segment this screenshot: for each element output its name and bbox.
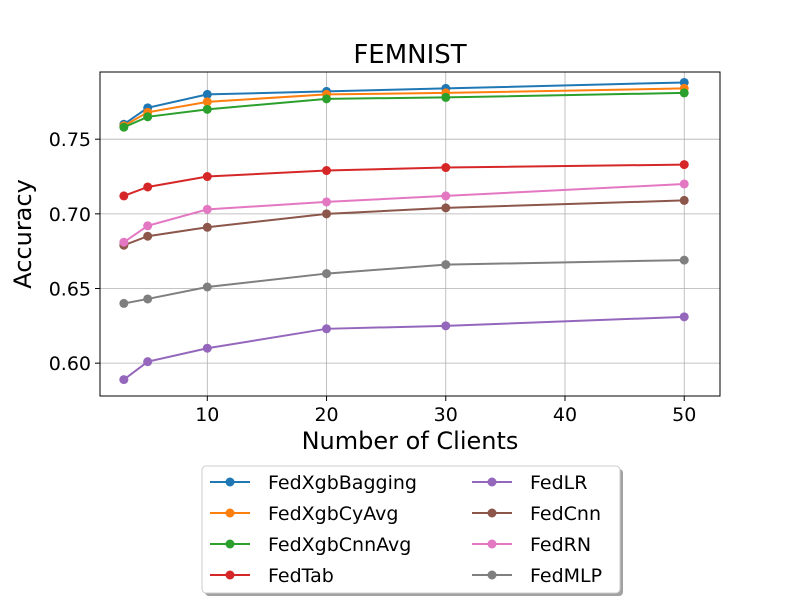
data-point	[202, 104, 212, 114]
y-tick-label: 0.60	[49, 353, 91, 375]
series-FedMLP	[119, 255, 689, 308]
data-point	[202, 204, 212, 214]
data-point	[143, 182, 153, 192]
data-point	[679, 255, 689, 265]
data-point	[202, 89, 212, 99]
data-point	[119, 122, 129, 132]
x-tick-label: 10	[195, 404, 219, 426]
series-line	[123, 87, 685, 127]
data-point	[143, 221, 153, 231]
x-tick-label: 30	[434, 404, 458, 426]
data-point	[119, 298, 129, 308]
series-layer	[119, 77, 689, 385]
data-point	[441, 203, 451, 213]
data-point	[322, 269, 332, 279]
legend-label: FedRN	[530, 534, 591, 556]
series-FedRN	[119, 179, 689, 247]
y-tick-label: 0.75	[49, 129, 91, 151]
legend-item: FedXgbBagging	[210, 472, 417, 494]
series-line	[123, 259, 685, 305]
data-point	[441, 163, 451, 173]
data-point	[322, 197, 332, 207]
data-point	[202, 282, 212, 292]
legend-item: FedRN	[472, 534, 591, 556]
x-tick-label: 50	[672, 404, 696, 426]
legend-item: FedLR	[472, 472, 587, 494]
legend-swatch-marker	[487, 477, 497, 487]
data-point	[322, 324, 332, 334]
y-axis-label: Accuracy	[9, 179, 37, 289]
legend-swatch-marker	[487, 539, 497, 549]
legend-item: FedXgbCyAvg	[210, 503, 398, 525]
legend-item: FedMLP	[472, 565, 602, 587]
x-axis-label: Number of Clients	[302, 427, 519, 455]
data-point	[119, 375, 129, 385]
data-point	[202, 343, 212, 353]
data-point	[441, 92, 451, 102]
legend-label: FedXgbCyAvg	[268, 503, 398, 525]
x-tick-label: 20	[314, 404, 338, 426]
data-point	[119, 237, 129, 247]
legend-swatch-marker	[487, 508, 497, 518]
data-point	[202, 97, 212, 107]
legend: FedXgbBagging FedXgbCyAvg FedXgbCnnAvg FedT…	[201, 465, 623, 596]
y-tick-label: 0.70	[49, 204, 91, 226]
data-point	[322, 166, 332, 176]
legend-item: FedCnn	[472, 503, 601, 525]
data-point	[119, 191, 129, 201]
series-FedXgbCnnAvg	[119, 88, 689, 132]
data-point	[679, 312, 689, 322]
legend-label: FedCnn	[530, 503, 601, 525]
chart-title: FEMNIST	[353, 40, 466, 70]
data-point	[441, 321, 451, 331]
data-point	[202, 222, 212, 232]
data-point	[202, 172, 212, 182]
legend-swatch-marker	[225, 570, 235, 580]
series-FedTab	[119, 160, 689, 201]
data-point	[441, 260, 451, 270]
series-FedLR	[119, 312, 689, 385]
y-tick-label: 0.65	[49, 278, 91, 300]
data-point	[143, 112, 153, 122]
plot-frame	[99, 71, 721, 397]
legend-label: FedXgbBagging	[268, 472, 417, 494]
data-point	[679, 195, 689, 205]
series-FedCnn	[119, 195, 689, 250]
legend-label: FedXgbCnnAvg	[268, 534, 411, 556]
legend-item: FedTab	[210, 565, 334, 587]
data-point	[322, 94, 332, 104]
legend-label: FedMLP	[530, 565, 602, 587]
data-point	[441, 191, 451, 201]
legend-swatch-marker	[225, 508, 235, 518]
data-point	[679, 160, 689, 170]
legend-swatch-marker	[225, 477, 235, 487]
legend-label: FedLR	[530, 472, 587, 494]
legend-swatch-marker	[487, 570, 497, 580]
series-line	[123, 182, 685, 244]
legend-box	[201, 465, 621, 594]
data-point	[679, 88, 689, 98]
data-point	[143, 231, 153, 241]
legend-label: FedTab	[268, 565, 334, 587]
x-axis-ticks: 10 20 30 40 50	[195, 396, 696, 426]
grid	[100, 72, 720, 396]
legend-item: FedXgbCnnAvg	[210, 534, 411, 556]
series-line	[123, 315, 685, 381]
legend-swatch-marker	[225, 539, 235, 549]
y-axis-ticks: 0.60 0.65 0.70 0.75	[49, 129, 100, 375]
data-point	[143, 294, 153, 304]
data-point	[143, 357, 153, 367]
data-point	[679, 179, 689, 189]
x-tick-label: 40	[553, 404, 577, 426]
data-point	[322, 209, 332, 219]
